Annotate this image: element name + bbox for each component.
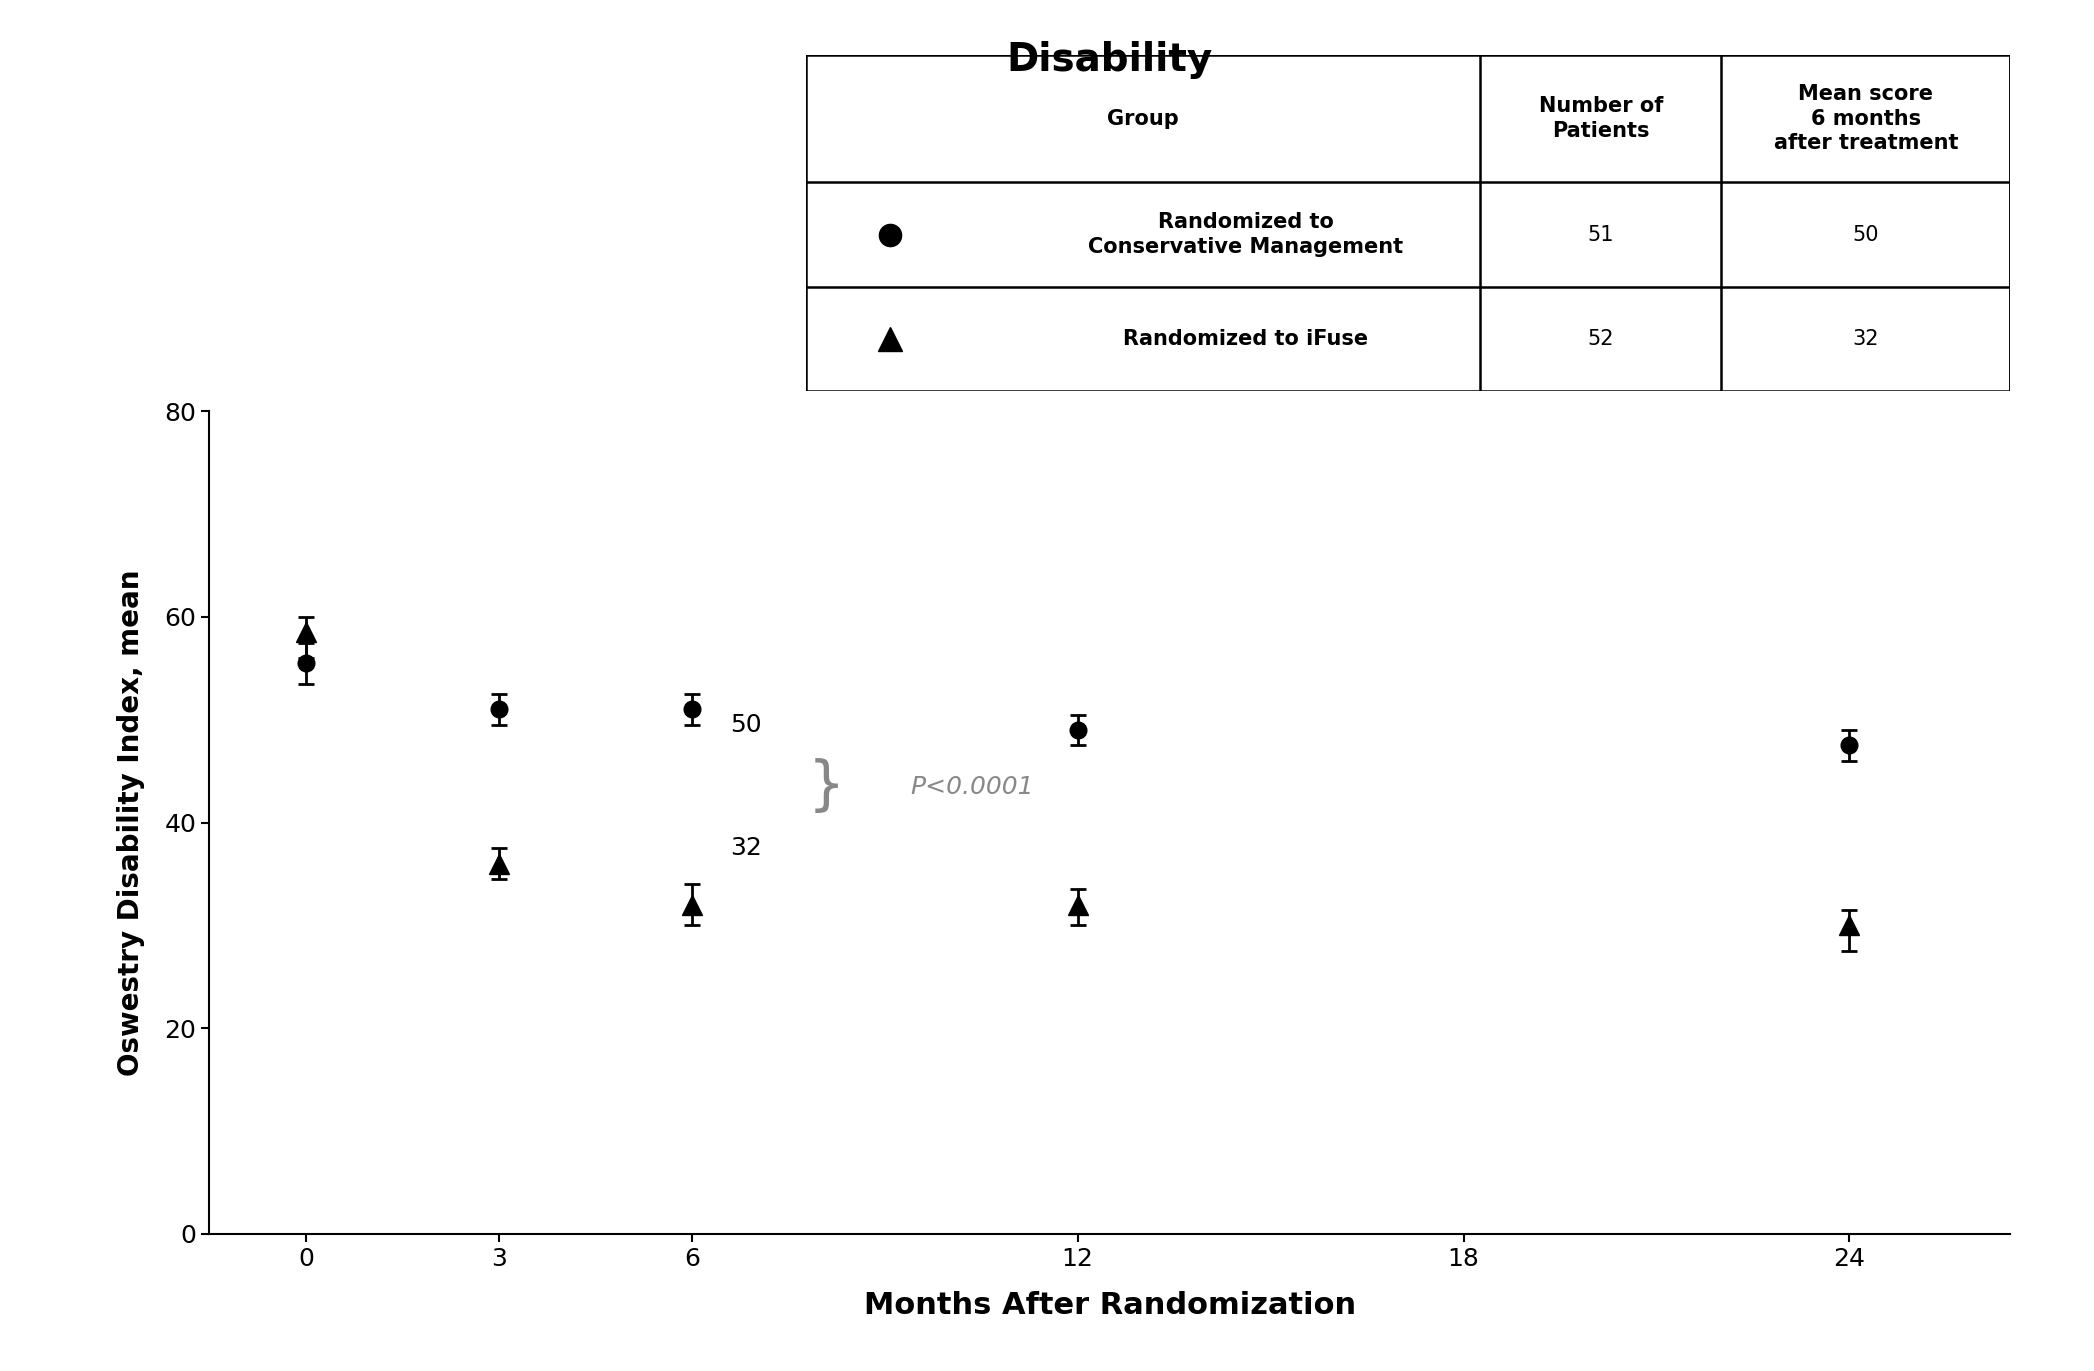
Text: 50: 50 (1853, 225, 1878, 244)
Text: 52: 52 (1587, 329, 1614, 348)
Text: 32: 32 (1853, 329, 1878, 348)
X-axis label: Months After Randomization: Months After Randomization (863, 1290, 1357, 1319)
Text: Disability: Disability (1007, 41, 1212, 80)
Text: 32: 32 (731, 836, 762, 861)
Text: }: } (808, 758, 844, 816)
Text: Mean score
6 months
after treatment: Mean score 6 months after treatment (1774, 84, 1958, 154)
Text: 50: 50 (731, 713, 762, 738)
Text: Randomized to
Conservative Management: Randomized to Conservative Management (1089, 213, 1403, 256)
Text: P<0.0001: P<0.0001 (911, 775, 1034, 799)
Text: Group: Group (1108, 108, 1179, 129)
Text: Randomized to iFuse: Randomized to iFuse (1122, 329, 1367, 348)
Text: Number of
Patients: Number of Patients (1539, 96, 1663, 141)
Text: 51: 51 (1587, 225, 1614, 244)
Y-axis label: Oswestry Disability Index, mean: Oswestry Disability Index, mean (117, 569, 144, 1076)
